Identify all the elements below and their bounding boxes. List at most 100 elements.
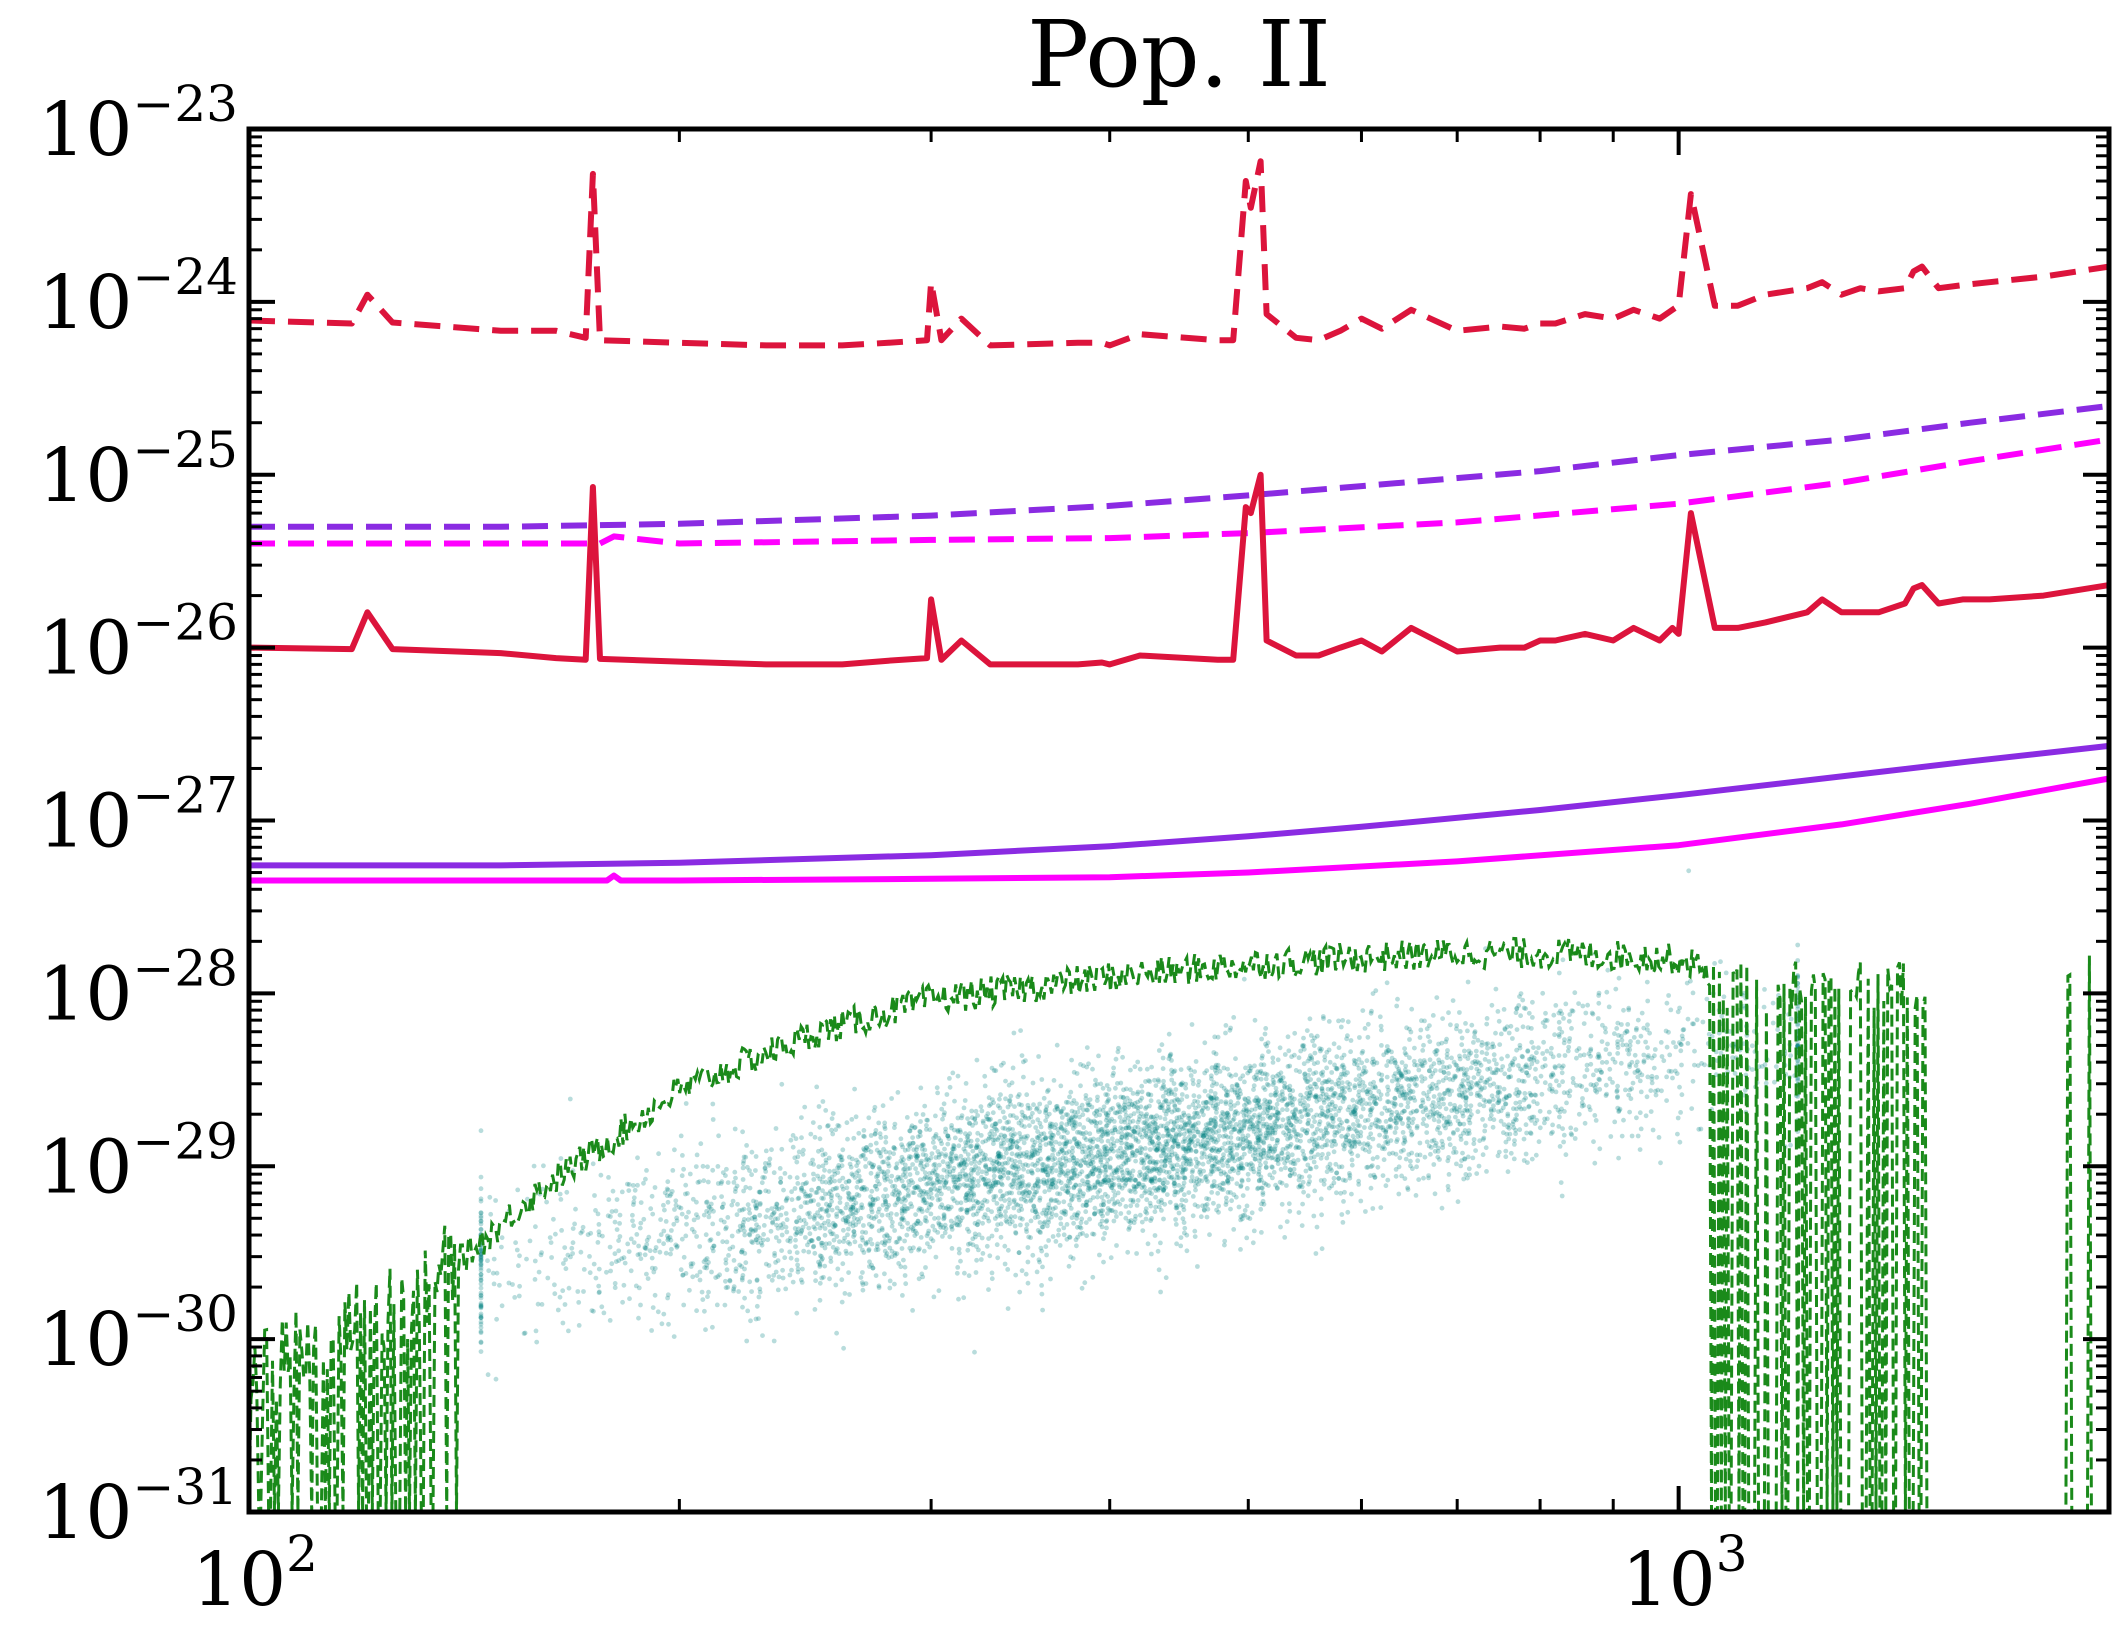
scatter-point xyxy=(1035,1167,1041,1173)
scatter-point xyxy=(588,1230,594,1236)
scatter-point xyxy=(1161,1078,1166,1084)
scatter-point xyxy=(566,1285,572,1291)
scatter-point xyxy=(1445,1158,1451,1164)
scatter-point xyxy=(1408,1110,1414,1116)
scatter-point xyxy=(493,1376,499,1382)
scatter-point xyxy=(1576,1046,1582,1051)
scatter-point xyxy=(881,1159,887,1165)
scatter-point xyxy=(1506,1074,1512,1080)
scatter-point xyxy=(751,1198,756,1204)
scatter-point xyxy=(710,1117,716,1122)
scatter-point xyxy=(1374,1123,1379,1129)
scatter-point xyxy=(984,1116,990,1122)
scatter-point xyxy=(1215,1190,1221,1196)
scatter-point xyxy=(1078,1162,1083,1168)
scatter-point xyxy=(1332,1133,1338,1138)
scatter-point xyxy=(1454,1109,1460,1115)
scatter-point xyxy=(780,1267,785,1273)
scatter-point xyxy=(911,1245,916,1251)
scatter-point xyxy=(929,1151,935,1156)
scatter-point xyxy=(1377,1096,1383,1102)
scatter-point xyxy=(776,1238,782,1244)
scatter-point xyxy=(1231,1142,1237,1148)
scatter-point xyxy=(1314,1033,1320,1039)
scatter-point xyxy=(1044,1164,1050,1170)
scatter-point xyxy=(918,1235,924,1240)
scatter-point xyxy=(1506,1030,1512,1036)
scatter-point xyxy=(747,1279,753,1285)
scatter-point xyxy=(1011,1030,1017,1036)
scatter-point xyxy=(1195,1099,1201,1105)
scatter-point xyxy=(763,1214,769,1220)
scatter-point xyxy=(885,1176,890,1182)
scatter-point xyxy=(1285,1136,1290,1142)
scatter-point xyxy=(1365,1089,1370,1094)
scatter-point xyxy=(1502,1027,1508,1033)
scatter-point xyxy=(747,1168,752,1173)
scatter-point xyxy=(1394,1077,1400,1083)
scatter-point xyxy=(1223,1172,1229,1177)
scatter-point xyxy=(905,1206,911,1211)
scatter-point xyxy=(652,1292,658,1298)
scatter-point xyxy=(1393,1115,1399,1121)
scatter-point xyxy=(868,1149,874,1155)
scatter-point xyxy=(1270,1055,1276,1061)
scatter-point xyxy=(644,1168,649,1173)
scatter-point xyxy=(1362,1026,1368,1031)
scatter-point xyxy=(837,1208,843,1214)
scatter-point xyxy=(1250,1121,1255,1127)
scatter-point xyxy=(708,1237,714,1242)
scatter-point xyxy=(1111,1070,1116,1076)
scatter-point xyxy=(1002,1243,1008,1249)
scatter-point xyxy=(1284,1158,1290,1164)
scatter-point xyxy=(1166,1152,1172,1158)
scatter-point xyxy=(576,1323,582,1328)
scatter-point xyxy=(1337,1092,1343,1098)
scatter-point xyxy=(490,1270,496,1276)
scatter-point xyxy=(488,1211,494,1217)
scatter-point xyxy=(672,1207,677,1212)
scatter-point xyxy=(1063,1212,1068,1217)
scatter-point xyxy=(1421,1116,1427,1122)
scatter-point xyxy=(1552,1032,1557,1038)
scatter-point xyxy=(1606,1004,1612,1010)
scatter-point xyxy=(637,1225,643,1231)
scatter-point xyxy=(694,1273,700,1278)
scatter-point xyxy=(478,1311,484,1317)
scatter-point xyxy=(1104,1128,1110,1134)
scatter-point xyxy=(820,1188,825,1193)
scatter-point xyxy=(763,1188,769,1194)
scatter-point xyxy=(1594,1068,1599,1073)
scatter-point xyxy=(1123,1204,1129,1209)
scatter-point xyxy=(1430,1111,1436,1117)
scatter-point xyxy=(1464,1095,1469,1101)
scatter-point xyxy=(1169,1071,1174,1077)
scatter-point xyxy=(939,1202,945,1208)
scatter-point xyxy=(787,1249,793,1255)
scatter-point xyxy=(940,1116,945,1122)
scatter-point xyxy=(773,1235,779,1240)
scatter-point xyxy=(1109,1136,1115,1142)
scatter-point xyxy=(892,1125,897,1131)
scatter-point xyxy=(1340,1018,1346,1023)
scatter-point xyxy=(1010,1127,1015,1132)
scatter-point xyxy=(1449,1088,1454,1094)
scatter-point xyxy=(879,1225,885,1231)
scatter-point xyxy=(831,1237,837,1243)
scatter-point xyxy=(1058,1124,1064,1130)
scatter-point xyxy=(1412,1098,1418,1103)
scatter-point xyxy=(1011,1177,1017,1183)
scatter-point xyxy=(924,1127,929,1132)
scatter-point xyxy=(852,1086,857,1092)
scatter-point xyxy=(1049,1181,1055,1187)
scatter-point xyxy=(1294,1144,1299,1150)
scatter-point xyxy=(1514,1047,1519,1053)
scatter-point xyxy=(1474,1093,1480,1098)
scatter-point xyxy=(630,1212,635,1218)
scatter-point xyxy=(1024,1229,1029,1234)
scatter-point xyxy=(1523,1122,1529,1128)
scatter-point xyxy=(1092,1211,1097,1217)
scatter-point xyxy=(800,1266,805,1272)
scatter-point xyxy=(1253,1131,1259,1137)
scatter-point xyxy=(591,1308,596,1314)
